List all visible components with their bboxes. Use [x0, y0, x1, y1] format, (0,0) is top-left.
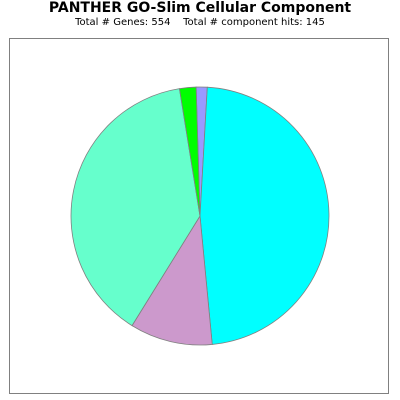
pie-slice-5: [178, 86, 201, 217]
pie-slice-3: [131, 214, 213, 346]
pie-slices: [70, 86, 330, 346]
pie-slice-2: [199, 86, 330, 345]
pie-slice-4: [70, 88, 201, 327]
chart-subtitle: Total # Genes: 554 Total # component hit…: [75, 17, 325, 28]
chart-title: PANTHER GO-Slim Cellular Component: [48, 0, 352, 16]
